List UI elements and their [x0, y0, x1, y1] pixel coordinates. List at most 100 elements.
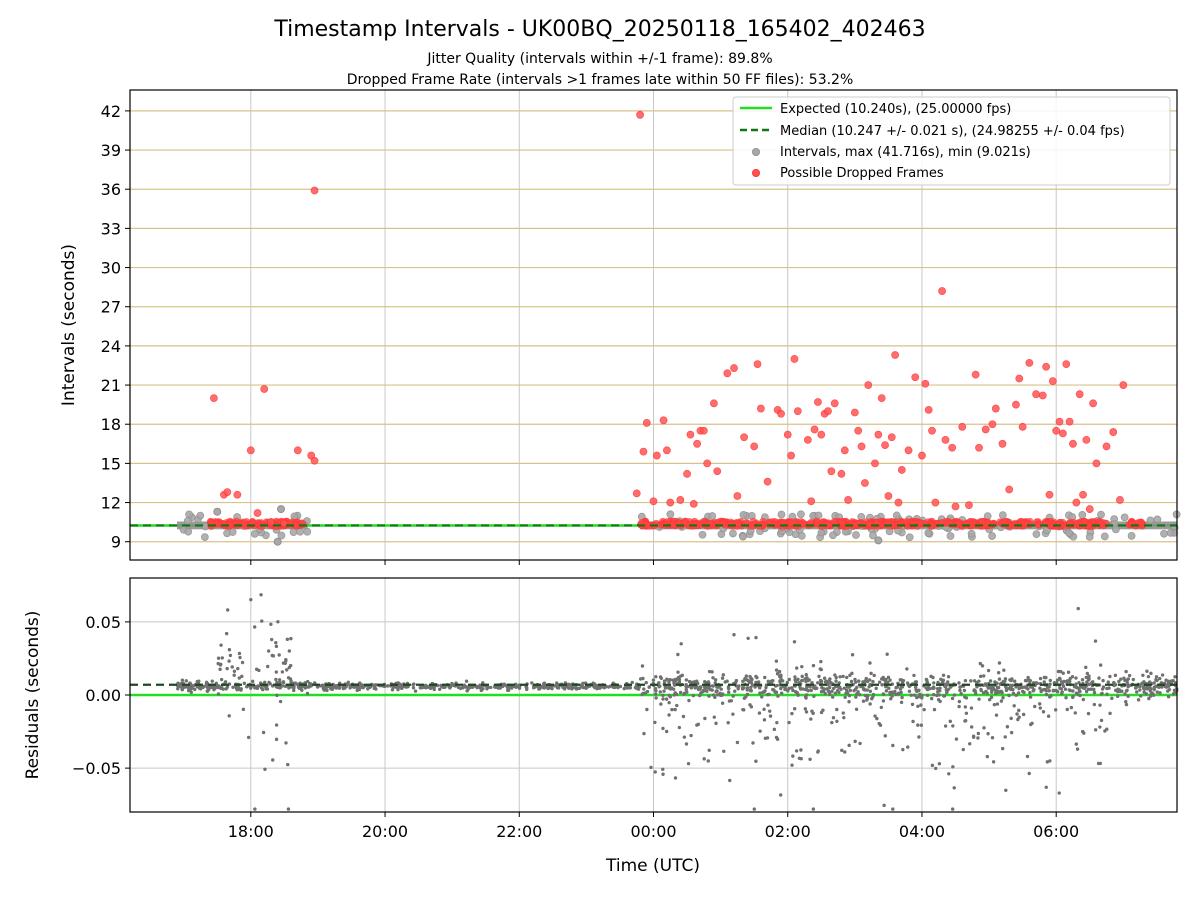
residual-point [397, 684, 402, 688]
residual-point [932, 707, 937, 712]
residual-point [1098, 725, 1102, 729]
residual-point [695, 723, 699, 727]
residual-point [755, 675, 759, 680]
residual-point [990, 736, 995, 740]
dropped-frame-point [267, 518, 275, 527]
residual-point [227, 659, 231, 663]
residual-point [237, 651, 242, 656]
residual-point [875, 716, 879, 721]
residual-point [812, 694, 816, 698]
residual-point [249, 597, 253, 602]
dropped-frame-point [902, 518, 911, 526]
residual-point [1098, 761, 1103, 766]
residual-point [1171, 679, 1175, 683]
residual-point [868, 689, 873, 693]
residual-point [997, 661, 1002, 665]
residual-point [1027, 678, 1031, 682]
dropped-frame-point [891, 351, 900, 359]
residual-point [223, 680, 228, 684]
residual-point [662, 689, 666, 693]
interval-point [1127, 532, 1136, 540]
residual-point [570, 687, 574, 691]
residual-point [465, 689, 469, 693]
residual-point [888, 678, 892, 682]
legend-expected-label: Expected (10.240s), (25.00000 fps) [780, 102, 1011, 117]
residual-point [744, 674, 749, 678]
dropped-frame-point [260, 385, 269, 393]
residual-point [244, 685, 249, 689]
residual-point [1105, 692, 1109, 696]
residual-point [386, 684, 390, 688]
intervals-y-tick-label: 21 [101, 376, 121, 395]
dropped-frame-point [756, 404, 765, 413]
residual-point [957, 699, 962, 704]
dropped-frame-point [857, 442, 866, 451]
residual-point [211, 685, 215, 689]
interval-point [666, 510, 675, 519]
residual-point [757, 711, 762, 715]
residual-point [390, 688, 395, 692]
residual-point [925, 680, 930, 685]
residual-point [694, 685, 699, 689]
residual-point [1038, 706, 1043, 710]
residual-point [734, 678, 739, 683]
residual-point [712, 715, 716, 719]
interval-point [708, 512, 717, 520]
residual-point [1149, 671, 1153, 676]
residual-point [698, 685, 702, 689]
residual-point [963, 678, 968, 683]
residual-point [1124, 700, 1128, 704]
residual-point [1059, 691, 1064, 696]
residual-point [929, 674, 933, 679]
residual-point [1133, 686, 1138, 690]
residual-point [668, 687, 673, 691]
dropped-frame-point [777, 409, 785, 418]
residual-point [667, 713, 671, 717]
residual-point [676, 652, 680, 657]
residual-point [869, 671, 873, 676]
residual-point [703, 716, 707, 721]
residuals-panel: −0.05 0.00 0.05 18:00 20:00 22:00 00:00 02:00 0… [23, 577, 1179, 876]
residual-point [957, 681, 961, 685]
residual-point [779, 686, 783, 691]
residual-point [232, 673, 236, 677]
residual-point [891, 743, 895, 748]
residuals-y-tick-label: 0.00 [85, 686, 121, 705]
residual-point [893, 689, 897, 694]
dropped-frame-point [209, 394, 218, 403]
dropped-frame-point [871, 459, 879, 468]
dropped-frame-point [233, 490, 242, 499]
residual-point [847, 743, 851, 748]
residual-point [937, 693, 941, 697]
residual-point [647, 685, 651, 689]
residual-point [992, 702, 997, 707]
residual-point [1099, 718, 1104, 723]
residual-point [810, 681, 814, 685]
residual-point [737, 684, 741, 688]
residual-point [572, 685, 577, 690]
dropped-frame-point [911, 373, 920, 382]
interval-point [777, 510, 786, 519]
dropped-frame-point [753, 360, 762, 369]
residual-point [865, 679, 870, 684]
residual-point [959, 691, 963, 696]
residual-point [986, 668, 991, 673]
residual-point [1093, 639, 1098, 643]
residual-point [1075, 747, 1080, 751]
residual-point [722, 749, 726, 753]
residual-point [895, 685, 900, 689]
residual-point [745, 692, 750, 697]
residual-point [936, 698, 941, 702]
residual-point [968, 742, 972, 746]
residual-point [881, 692, 885, 696]
x-tick-label: 18:00 [228, 822, 274, 841]
residual-point [1032, 687, 1036, 692]
residual-point [942, 694, 947, 698]
residual-point [1074, 691, 1079, 695]
interval-point [852, 531, 860, 539]
residual-point [693, 680, 697, 684]
dropped-frame-point [864, 381, 873, 389]
chart-subtitle-jitter: Jitter Quality (intervals within +/-1 fr… [426, 51, 772, 67]
residual-point [877, 721, 881, 726]
residual-point [853, 680, 858, 684]
